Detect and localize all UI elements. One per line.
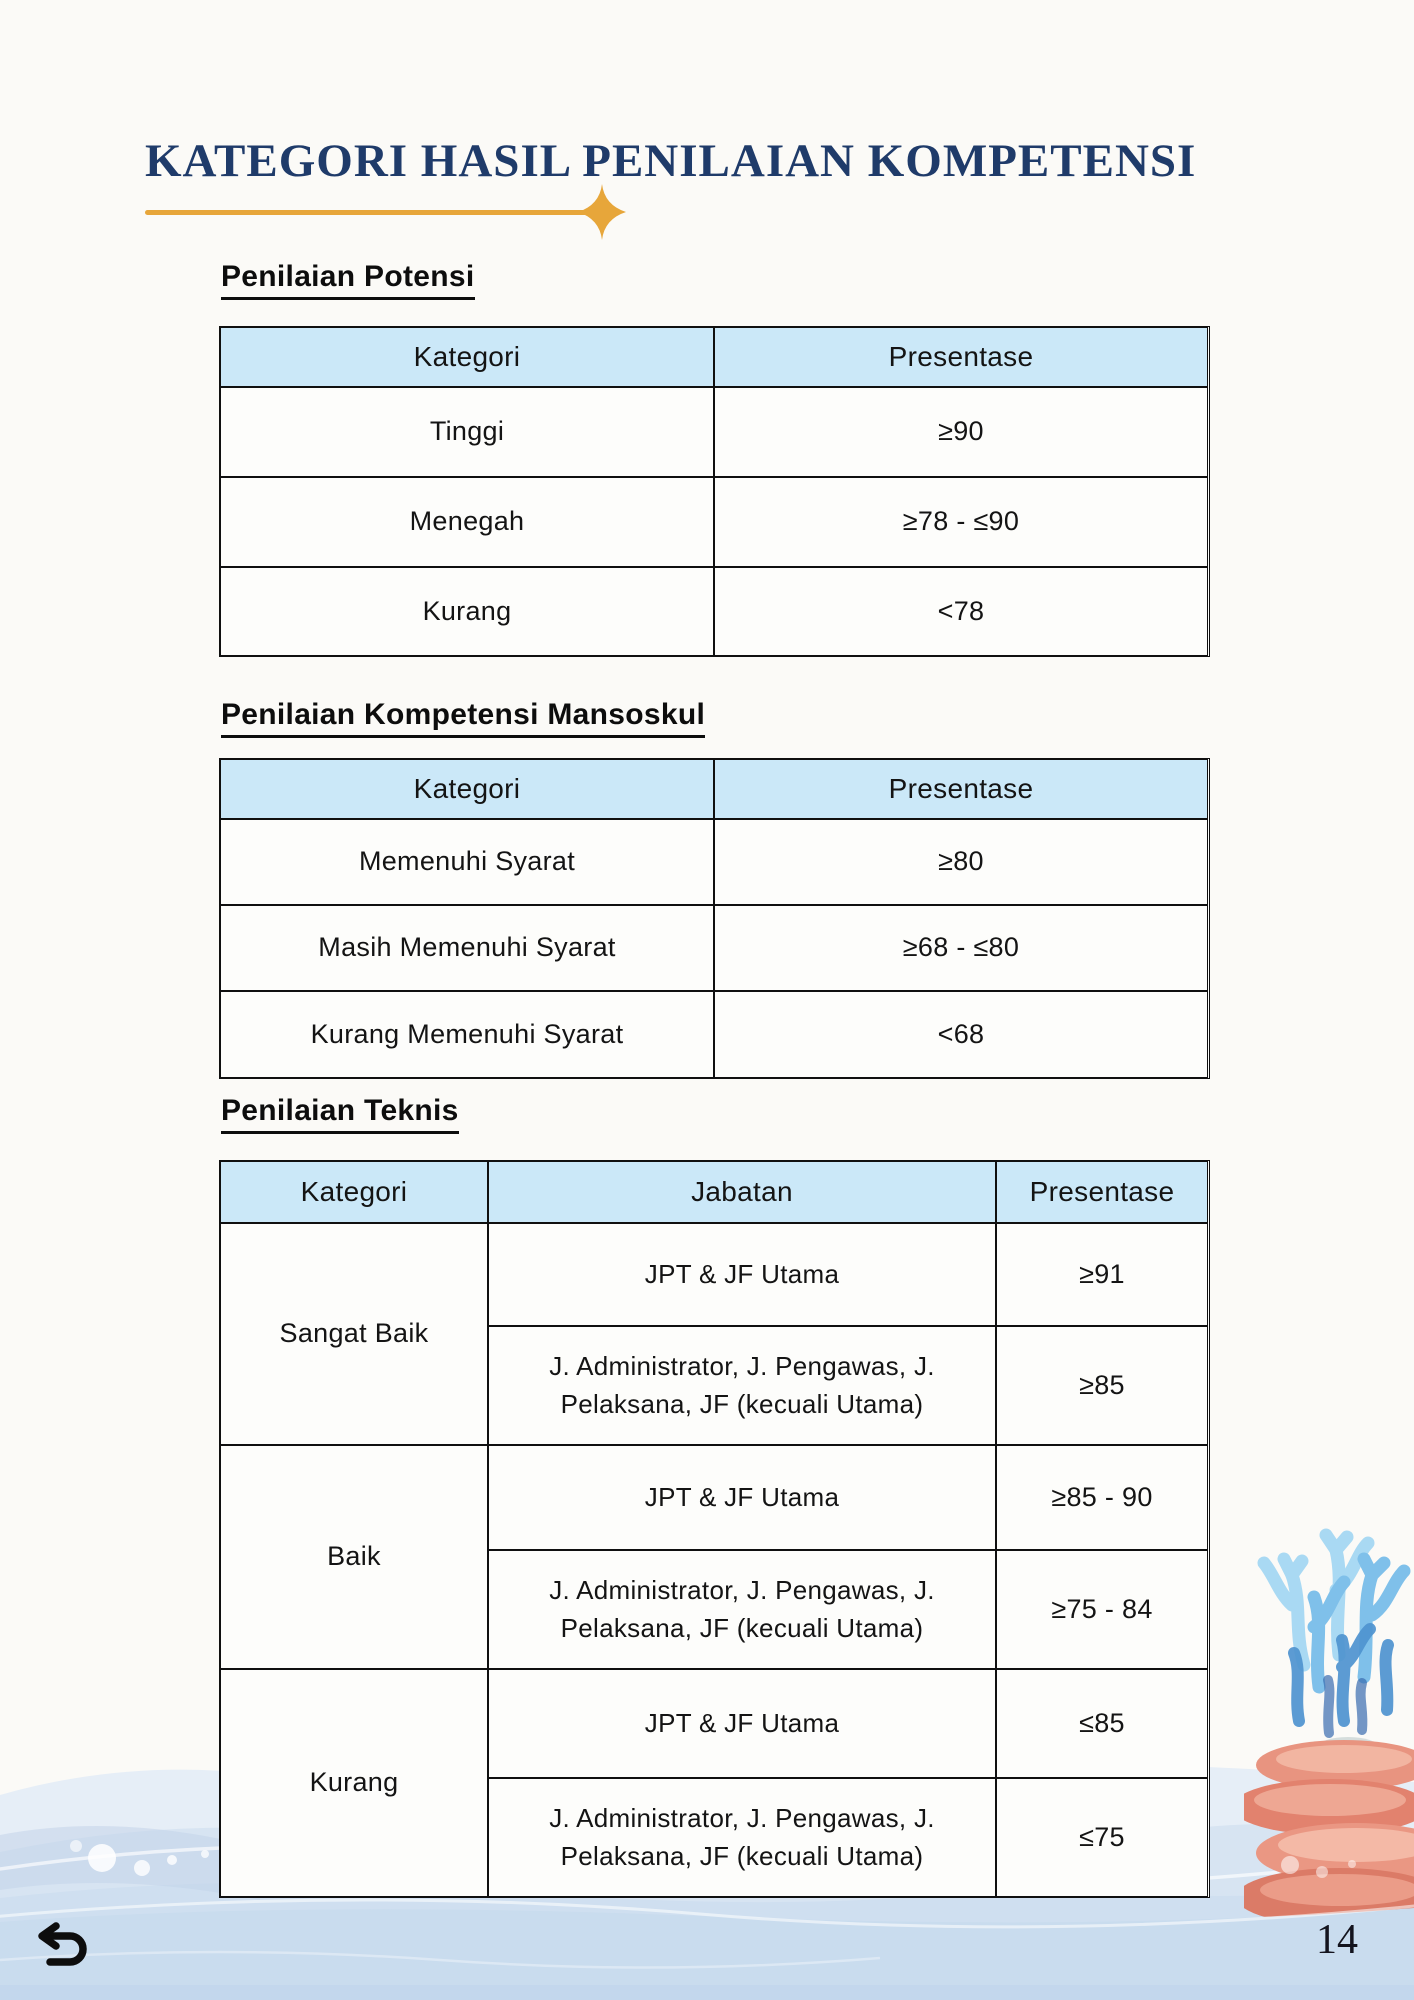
kategori-cell: Tinggi	[220, 387, 714, 477]
kategori-merged-cell: Kurang	[220, 1669, 488, 1897]
back-arrow-icon	[38, 1922, 87, 1966]
page-title: KATEGORI HASIL PENILAIAN KOMPETENSI	[145, 135, 1197, 187]
column-header-presentase: Presentase	[714, 327, 1208, 387]
presentase-cell: ≥80	[714, 819, 1208, 905]
page-number: 14	[1316, 1917, 1358, 1963]
back-button[interactable]	[30, 1922, 94, 1978]
presentase-cell: <78	[714, 567, 1208, 656]
jabatan-cell: JPT & JF Utama	[488, 1445, 996, 1550]
column-header-kategori: Kategori	[220, 327, 714, 387]
title-underline	[145, 210, 591, 215]
section-heading-potensi: Penilaian Potensi	[221, 260, 475, 300]
column-header-kategori: Kategori	[220, 759, 714, 819]
kategori-cell: Menegah	[220, 477, 714, 567]
presentase-cell: ≤75	[996, 1778, 1208, 1897]
sparkle-star-icon	[578, 184, 626, 240]
kategori-cell: Masih Memenuhi Syarat	[220, 905, 714, 991]
kategori-merged-cell: Baik	[220, 1445, 488, 1669]
column-header-jabatan: Jabatan	[488, 1161, 996, 1223]
kategori-cell: Kurang	[220, 567, 714, 656]
jabatan-cell: J. Administrator, J. Pengawas, J. Pelaks…	[488, 1326, 996, 1445]
presentase-cell: ≤85	[996, 1669, 1208, 1778]
potensi-table: Kategori Presentase Tinggi ≥90 Menegah ≥…	[219, 326, 1210, 657]
presentase-cell: ≥91	[996, 1223, 1208, 1326]
presentase-cell: ≥85	[996, 1326, 1208, 1445]
presentase-cell: ≥90	[714, 387, 1208, 477]
coral-illustration	[1244, 1528, 1414, 1926]
jabatan-cell: JPT & JF Utama	[488, 1669, 996, 1778]
kategori-merged-cell: Sangat Baik	[220, 1223, 488, 1445]
presentase-cell: ≥75 - 84	[996, 1550, 1208, 1669]
presentase-cell: <68	[714, 991, 1208, 1078]
mansoskul-table: Kategori Presentase Memenuhi Syarat ≥80 …	[219, 758, 1210, 1079]
kategori-cell: Memenuhi Syarat	[220, 819, 714, 905]
jabatan-cell: J. Administrator, J. Pengawas, J. Pelaks…	[488, 1550, 996, 1669]
presentase-cell: ≥78 - ≤90	[714, 477, 1208, 567]
column-header-presentase: Presentase	[714, 759, 1208, 819]
column-header-kategori: Kategori	[220, 1161, 488, 1223]
kategori-cell: Kurang Memenuhi Syarat	[220, 991, 714, 1078]
section-heading-teknis: Penilaian Teknis	[221, 1094, 459, 1134]
jabatan-cell: J. Administrator, J. Pengawas, J. Pelaks…	[488, 1778, 996, 1897]
presentase-cell: ≥68 - ≤80	[714, 905, 1208, 991]
presentase-cell: ≥85 - 90	[996, 1445, 1208, 1550]
teknis-table: Kategori Jabatan Presentase Sangat Baik …	[219, 1160, 1210, 1898]
column-header-presentase: Presentase	[996, 1161, 1208, 1223]
section-heading-mansoskul: Penilaian Kompetensi Mansoskul	[221, 698, 706, 738]
jabatan-cell: JPT & JF Utama	[488, 1223, 996, 1326]
